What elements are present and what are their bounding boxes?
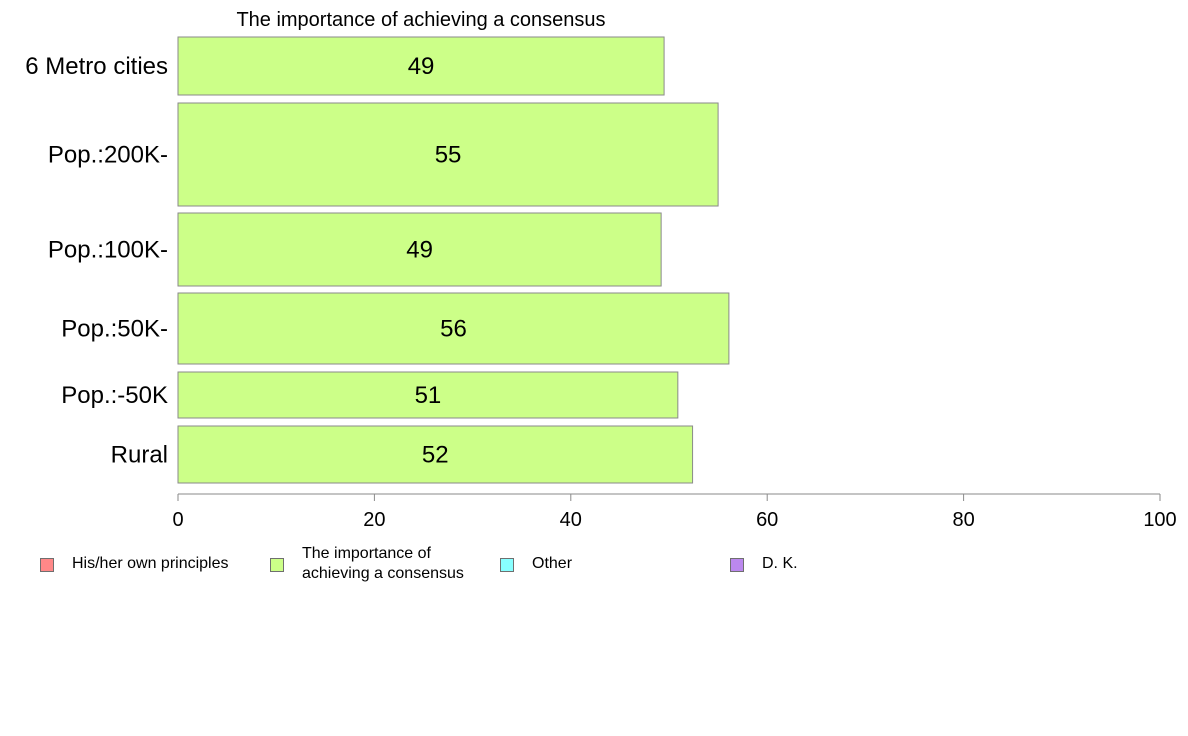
category-label-pop-200k: Pop.:200K- [48,142,168,169]
x-tick-label-40: 40 [560,509,582,531]
chart-title: The importance of achieving a consensus [236,9,605,31]
category-label-rural: Rural [111,442,168,469]
bar-pop-50k [177,292,730,365]
x-tick-label-0: 0 [172,509,183,531]
data-label-pop-200k: 55 [435,142,462,169]
bar-rural [177,425,694,484]
bars-layer: 49 55 49 56 51 52 [177,36,730,484]
category-label-pop-50k: Pop.:-50K [61,382,168,409]
category-label-6-metro-cities: 6 Metro cities [25,53,168,80]
bar-pop-50k [177,371,679,419]
x-tick-label-20: 20 [363,509,385,531]
data-label-pop-50k: 51 [415,382,442,409]
category-label-pop-50k: Pop.:50K- [61,316,168,343]
data-label-pop-50k: 56 [440,316,467,343]
x-tick-label-100: 100 [1143,509,1176,531]
data-label-rural: 52 [422,442,449,469]
x-tick-label-80: 80 [952,509,974,531]
bar-6-metro-cities [177,36,665,96]
category-label-pop-100k: Pop.:100K- [48,237,168,264]
bar-pop-200k [177,102,719,207]
bar-pop-100k [177,212,662,287]
data-label-pop-100k: 49 [406,237,433,264]
category-labels: 6 Metro cities Pop.:200K- Pop.:100K- Pop.:5… [25,53,168,469]
x-tick-label-60: 60 [756,509,778,531]
data-label-6-metro-cities: 49 [408,53,435,80]
x-axis: 0 20 40 60 80 100 [172,493,1177,531]
